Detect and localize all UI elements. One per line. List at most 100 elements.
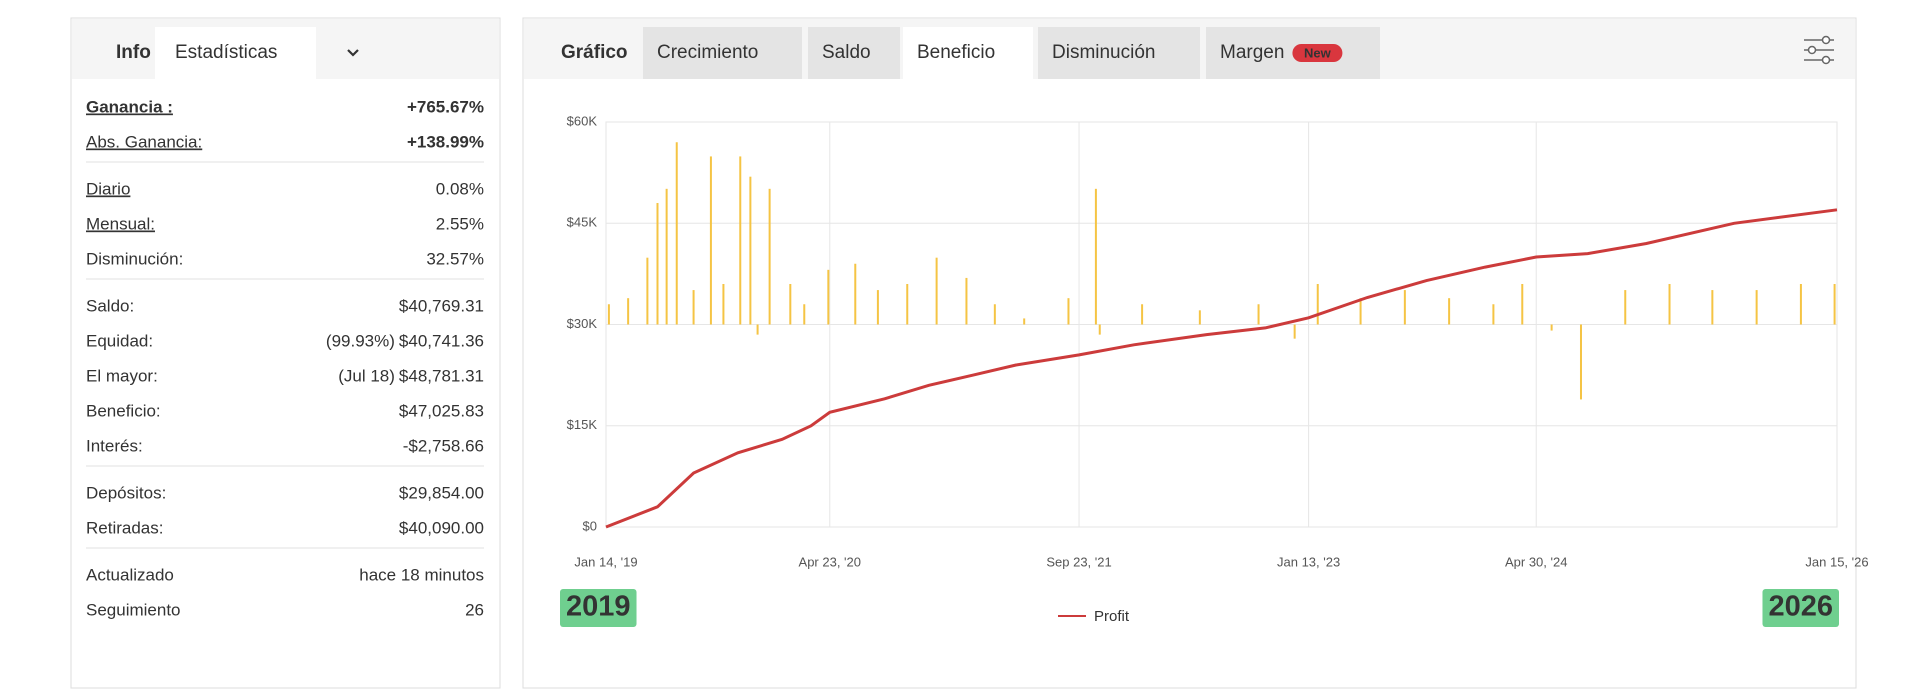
- tab-bg: [1038, 27, 1200, 79]
- chart-tab[interactable]: Crecimiento: [657, 42, 758, 63]
- year-annotation: 2026: [1768, 591, 1833, 623]
- row-value: 0.08%: [436, 179, 484, 198]
- stats-panel: [70, 17, 501, 689]
- daily-bar: [993, 304, 996, 325]
- daily-bar: [1492, 304, 1495, 325]
- daily-bar: [692, 290, 695, 325]
- stats-tab[interactable]: Estadísticas: [175, 42, 277, 63]
- daily-bar: [1023, 318, 1026, 325]
- y-tick-label: $45K: [567, 215, 598, 230]
- y-tick-label: $30K: [567, 316, 598, 331]
- daily-bar: [646, 257, 649, 325]
- x-tick-label: Jan 13, '23: [1277, 554, 1340, 569]
- daily-bar: [1833, 284, 1836, 325]
- row-label: Abs. Ganancia:: [86, 132, 202, 151]
- row-label: Interés:: [86, 436, 143, 455]
- tab-bg: [808, 27, 900, 79]
- x-tick-label: Apr 30, '24: [1505, 554, 1567, 569]
- daily-bar: [854, 263, 857, 325]
- daily-bar: [665, 188, 668, 325]
- daily-bar: [1098, 324, 1101, 335]
- active-tab-bg: [155, 27, 316, 79]
- daily-bar: [1293, 324, 1296, 339]
- daily-bar: [1521, 284, 1524, 325]
- row-note: (99.93%): [326, 331, 395, 350]
- daily-bar: [935, 257, 938, 325]
- row-label: Seguimiento: [86, 600, 181, 619]
- row-value: $48,781.31: [399, 366, 484, 385]
- daily-bar: [749, 176, 752, 325]
- daily-bar: [656, 203, 659, 325]
- daily-bar: [675, 142, 678, 325]
- daily-bar: [756, 324, 759, 335]
- chart-tab[interactable]: Saldo: [822, 42, 871, 63]
- y-tick-label: $60K: [567, 113, 598, 128]
- row-value: -$2,758.66: [403, 436, 484, 455]
- daily-bar: [1755, 290, 1758, 325]
- daily-bar: [803, 304, 806, 325]
- chart-tab[interactable]: Beneficio: [917, 42, 995, 63]
- x-tick-label: Jan 14, '19: [574, 554, 637, 569]
- chart-tab[interactable]: Margen: [1220, 42, 1284, 63]
- row-value: $29,854.00: [399, 483, 484, 502]
- daily-bar: [1550, 324, 1553, 331]
- daily-bar: [627, 298, 630, 325]
- daily-bar: [607, 304, 610, 325]
- annotation-bg: [1762, 589, 1839, 627]
- row-value: $40,741.36: [399, 331, 484, 350]
- active-tab-bg: [903, 27, 1033, 79]
- daily-bar: [1067, 298, 1070, 325]
- badge-bg: [1292, 44, 1343, 62]
- y-tick-label: $0: [583, 518, 597, 533]
- row-value: $47,025.83: [399, 401, 484, 420]
- row-label: Disminución:: [86, 249, 183, 268]
- badge: New: [1304, 45, 1332, 60]
- row-label: Mensual:: [86, 214, 155, 233]
- row-label: Ganancia :: [86, 97, 173, 116]
- daily-bar: [1316, 284, 1319, 325]
- chart-tab[interactable]: Disminución: [1052, 42, 1155, 63]
- row-value: $40,090.00: [399, 518, 484, 537]
- daily-bar: [1198, 310, 1201, 325]
- row-value: 2.55%: [436, 214, 484, 233]
- row-label: Beneficio:: [86, 401, 161, 420]
- x-tick-label: Sep 23, '21: [1046, 554, 1111, 569]
- x-tick-label: Jan 15, '26: [1805, 554, 1868, 569]
- daily-bar: [1448, 298, 1451, 325]
- row-label: El mayor:: [86, 366, 158, 385]
- row-label: Depósitos:: [86, 483, 166, 502]
- daily-bar: [1141, 304, 1144, 325]
- row-label: Retiradas:: [86, 518, 163, 537]
- daily-bar: [1624, 290, 1627, 325]
- daily-bar: [1094, 188, 1097, 325]
- tab-bg: [643, 27, 802, 79]
- row-note: (Jul 18): [338, 366, 395, 385]
- dropdown-chevron[interactable]: [347, 49, 359, 57]
- chart-tab[interactable]: Gráfico: [561, 42, 628, 63]
- row-label: Equidad:: [86, 331, 153, 350]
- row-label: Actualizado: [86, 565, 174, 584]
- daily-bar: [1799, 284, 1802, 325]
- row-label: Saldo:: [86, 296, 134, 315]
- row-value: 32.57%: [426, 249, 484, 268]
- annotation-bg: [560, 589, 637, 627]
- stats-tab[interactable]: Info: [116, 42, 151, 63]
- daily-bar: [1579, 324, 1582, 400]
- settings-icon[interactable]: [1804, 35, 1834, 65]
- daily-bar: [965, 277, 968, 325]
- y-tick-label: $15K: [567, 417, 598, 432]
- daily-bar: [722, 284, 725, 325]
- daily-bar: [1403, 290, 1406, 325]
- daily-bar: [876, 290, 879, 325]
- row-value: hace 18 minutos: [359, 565, 484, 584]
- daily-bar: [1359, 298, 1362, 325]
- daily-bar: [827, 269, 830, 325]
- daily-bar: [709, 156, 712, 325]
- year-annotation: 2019: [566, 591, 631, 623]
- profit-line: [605, 208, 1838, 529]
- legend-label: Profit: [1094, 608, 1130, 625]
- row-label: Diario: [86, 179, 130, 198]
- daily-bar: [906, 284, 909, 325]
- daily-bar: [1257, 304, 1260, 325]
